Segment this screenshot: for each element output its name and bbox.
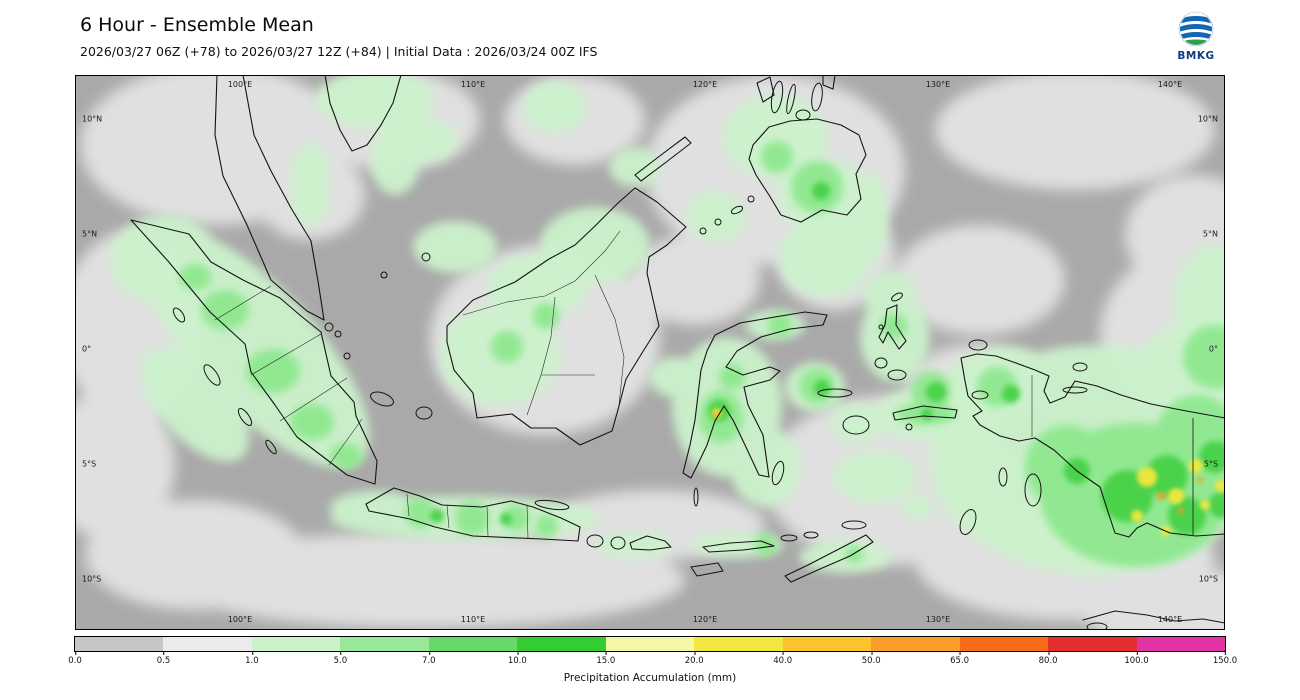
colorbar-segment [871, 637, 960, 651]
coastline-australia [1082, 610, 1225, 624]
colorbar-tick: 5.0 [333, 651, 348, 666]
colorbar-tick: 0.0 [68, 651, 82, 666]
y-tick-left-0: 10°N [82, 114, 103, 124]
coastline-panay-samar [756, 75, 836, 103]
colorbar-tick: 10.0 [507, 651, 527, 666]
colorbar-tick: 0.5 [156, 651, 171, 666]
y-tick-left-3: 5°S [82, 459, 97, 469]
x-tick-bottom-4: 140°E [1157, 615, 1183, 624]
colorbar-tick: 7.0 [422, 651, 436, 666]
coastline-papua [960, 353, 1225, 538]
colorbar-segment [605, 637, 695, 651]
colorbar-segment [1048, 637, 1137, 651]
colorbar-segment [782, 637, 872, 651]
map-frame [75, 75, 1225, 630]
x-tick-top-1: 110°E [460, 80, 486, 89]
x-tick-bottom-3: 130°E [925, 615, 951, 624]
y-tick-left-1: 5°N [82, 229, 98, 239]
coastline-borneo [446, 187, 687, 446]
bmkg-logo: BMKG [1172, 10, 1220, 62]
coastline-sumba [690, 562, 724, 577]
colorbar-segment [1136, 637, 1226, 651]
colorbar-segment [251, 637, 341, 651]
x-tick-bottom-0: 100°E [227, 615, 253, 624]
coastline-indochina [324, 75, 402, 152]
coastline-halmahera [878, 304, 907, 350]
coastlines-layer [130, 75, 1225, 624]
colorbar-segment [340, 637, 429, 651]
precipitation-map-svg [75, 75, 1225, 630]
colorbar-tick: 100.0 [1124, 651, 1149, 666]
colorbar-tick: 50.0 [861, 651, 881, 666]
precip-layer-heavy [430, 182, 1225, 535]
colorbar-tick: 80.0 [1038, 651, 1058, 666]
admin-borders-layer [214, 230, 1194, 539]
x-tick-top-3: 130°E [925, 80, 951, 89]
colorbar-tick: 20.0 [684, 651, 704, 666]
page-title: 6 Hour - Ensemble Mean [80, 14, 314, 36]
coastline-flores [702, 540, 775, 553]
page-subtitle: 2026/03/27 06Z (+78) to 2026/03/27 12Z (… [80, 44, 598, 59]
x-tick-top-0: 100°E [227, 80, 253, 89]
colorbar-segment [75, 637, 164, 651]
bmkg-logo-waves [1180, 16, 1212, 45]
coastline-malay-peninsula [214, 75, 325, 321]
colorbar-segment [428, 637, 518, 651]
colorbar-segment [517, 637, 606, 651]
precip-layer-very-heavy [712, 408, 1225, 536]
colorbar-tick: 1.0 [245, 651, 259, 666]
colorbar-tick: 65.0 [950, 651, 970, 666]
coastline-timor [784, 534, 874, 583]
coastline-sulawesi [682, 311, 828, 479]
bmkg-logo-text: BMKG [1177, 50, 1215, 62]
small-islands-layer [172, 80, 1108, 630]
colorbar-tick: 40.0 [773, 651, 793, 666]
colorbar-segment [163, 637, 252, 651]
y-tick-left-2: 0° [82, 344, 92, 354]
y-tick-right-3: 5°S [1203, 459, 1218, 469]
colorbar-tick: 15.0 [596, 651, 616, 666]
coastline-java [365, 487, 581, 542]
x-tick-bottom-2: 120°E [692, 615, 718, 624]
coastline-sumbawa [629, 535, 672, 551]
x-tick-top-4: 140°E [1157, 80, 1183, 89]
y-tick-right-1: 5°N [1202, 229, 1218, 239]
coastline-sumatra [130, 219, 378, 485]
y-tick-right-0: 10°N [1197, 114, 1218, 124]
y-tick-right-2: 0° [1208, 344, 1218, 354]
bmkg-logo-icon [1178, 11, 1214, 47]
colorbar-segment [959, 637, 1049, 651]
y-tick-right-4: 10°S [1198, 574, 1218, 584]
x-tick-top-2: 120°E [692, 80, 718, 89]
precipitation-map: 100°E 110°E 120°E 130°E 140°E 100°E 110°… [75, 75, 1225, 630]
coastline-mindanao [748, 118, 867, 223]
colorbar-tick-row: 0.0 0.5 1.0 5.0 7.0 10.0 15.0 20.0 40.0 … [68, 651, 1237, 668]
colorbar-tick: 150.0 [1212, 651, 1238, 666]
x-tick-bottom-1: 110°E [460, 615, 486, 624]
coastline-seram [892, 405, 958, 421]
colorbar-label: Precipitation Accumulation (mm) [563, 672, 737, 684]
y-tick-left-4: 10°S [82, 574, 102, 584]
colorbar [74, 636, 1226, 652]
coastline-palawan [634, 136, 692, 182]
colorbar-segment [694, 637, 783, 651]
